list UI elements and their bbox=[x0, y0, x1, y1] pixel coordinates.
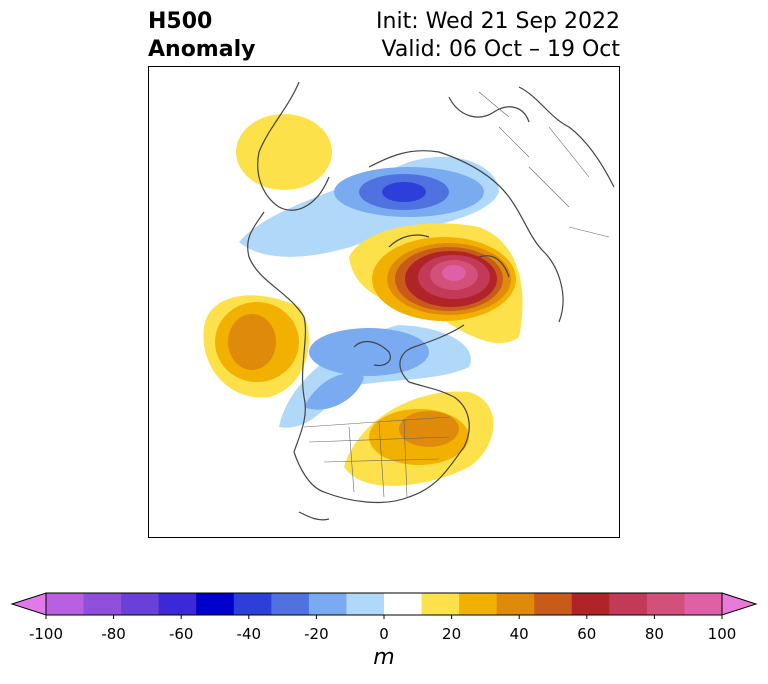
colorbar-segment bbox=[83, 593, 122, 615]
colorbar-unit: m bbox=[373, 645, 395, 670]
anomaly-negative-canada bbox=[279, 325, 471, 428]
title-variable: H500 bbox=[148, 9, 213, 34]
colorbar-tick-label: -60 bbox=[168, 625, 194, 643]
title-block-left: H500 Anomaly bbox=[148, 8, 255, 64]
colorbar-tick-label: -40 bbox=[236, 625, 262, 643]
colorbar-segment bbox=[496, 593, 535, 615]
political-borders bbox=[303, 91, 610, 498]
colorbar-tick-label: 100 bbox=[707, 625, 737, 643]
colorbar-segment bbox=[121, 593, 160, 615]
colorbar-segment bbox=[158, 593, 197, 615]
coastlines bbox=[247, 81, 615, 521]
colorbar-segment bbox=[421, 593, 460, 615]
colorbar-segment bbox=[46, 593, 85, 615]
colorbar-segment bbox=[534, 593, 573, 615]
title-type: Anomaly bbox=[148, 37, 256, 62]
colorbar-segment bbox=[308, 593, 347, 615]
colorbar-segment bbox=[346, 593, 385, 615]
init-date: Init: Wed 21 Sep 2022 bbox=[376, 9, 620, 34]
colorbar-tick-label: -80 bbox=[101, 625, 126, 643]
colorbar-segment bbox=[233, 593, 272, 615]
title-block-right: Init: Wed 21 Sep 2022 Valid: 06 Oct – 19… bbox=[376, 8, 620, 64]
colorbar-tick-label: -20 bbox=[304, 625, 329, 643]
colorbar-tick-label: 60 bbox=[577, 625, 597, 643]
colorbar-segment bbox=[459, 593, 498, 615]
anomaly-map bbox=[148, 66, 620, 538]
anomaly-positive-eastern-us bbox=[344, 391, 494, 486]
colorbar-extend-high bbox=[721, 592, 758, 616]
colorbar-segment bbox=[271, 593, 310, 615]
valid-range: Valid: 06 Oct – 19 Oct bbox=[381, 37, 620, 62]
colorbar-segment bbox=[384, 593, 423, 615]
colorbar bbox=[0, 585, 768, 625]
colorbar-tick-label: -100 bbox=[28, 625, 64, 643]
colorbar-tick-label: 80 bbox=[644, 625, 664, 643]
colorbar-segment bbox=[646, 593, 685, 615]
colorbar-segment bbox=[196, 593, 235, 615]
anomaly-positive-siberia bbox=[349, 223, 523, 344]
colorbar-segment bbox=[571, 593, 610, 615]
colorbar-tick-label: 40 bbox=[509, 625, 529, 643]
colorbar-tick-label: 20 bbox=[442, 625, 462, 643]
anomaly-negative-arctic bbox=[239, 156, 499, 257]
colorbar-extend-low bbox=[10, 592, 47, 616]
colorbar-segment bbox=[609, 593, 648, 615]
anomaly-positive-pacific bbox=[203, 295, 309, 398]
colorbar-tick-label: 0 bbox=[379, 625, 389, 643]
colorbar-segment bbox=[684, 593, 723, 615]
anomaly-positive-bering bbox=[236, 114, 332, 190]
